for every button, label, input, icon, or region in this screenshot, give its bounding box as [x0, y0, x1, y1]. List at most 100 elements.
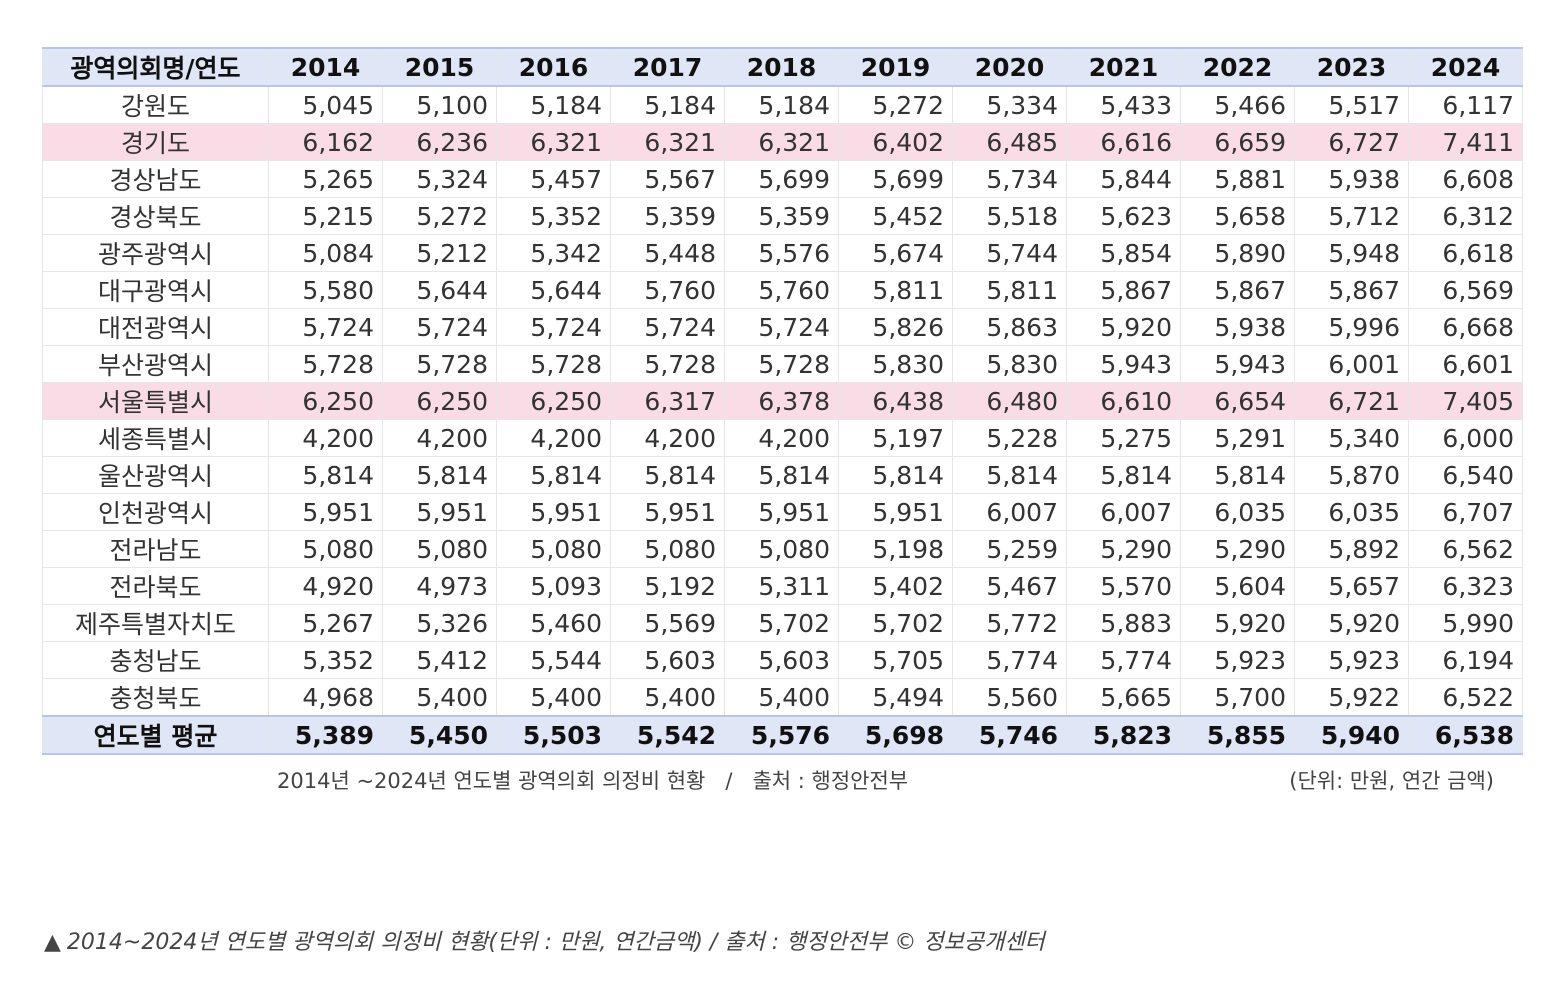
- value-cell: 5,814: [382, 456, 497, 494]
- average-row: 연도별 평균 5,389 5,450 5,503 5,542 5,576 5,698 5,7…: [42, 715, 1523, 755]
- year-header-2016: 2016: [496, 47, 611, 87]
- header-label-cell: 광역의회명/연도: [42, 47, 269, 87]
- region-name-cell: 경기도: [42, 123, 269, 161]
- value-cell: 5,290: [1066, 530, 1181, 568]
- average-value-cell: 5,746: [952, 715, 1067, 755]
- value-cell: 4,200: [610, 419, 725, 457]
- value-cell: 5,943: [1180, 345, 1295, 383]
- value-cell: 5,272: [382, 197, 497, 235]
- table-row: 전라남도 5,080 5,080 5,080 5,080 5,080 5,198 5,259 5…: [42, 530, 1523, 568]
- value-cell: 5,705: [838, 641, 953, 679]
- average-value-cell: 5,389: [268, 715, 383, 755]
- value-cell: 6,194: [1408, 641, 1523, 679]
- value-cell: 5,867: [1180, 271, 1295, 309]
- value-cell: 5,080: [610, 530, 725, 568]
- region-name-cell: 광주광역시: [42, 234, 269, 272]
- value-cell: 5,400: [382, 678, 497, 717]
- value-cell: 5,342: [496, 234, 611, 272]
- value-cell: 5,658: [1180, 197, 1295, 235]
- value-cell: 5,517: [1294, 85, 1409, 124]
- value-cell: 5,923: [1294, 641, 1409, 679]
- value-cell: 6,608: [1408, 160, 1523, 198]
- value-cell: 5,359: [610, 197, 725, 235]
- value-cell: 5,657: [1294, 567, 1409, 605]
- value-cell: 5,080: [268, 530, 383, 568]
- value-cell: 5,448: [610, 234, 725, 272]
- value-cell: 6,000: [1408, 419, 1523, 457]
- value-cell: 5,334: [952, 85, 1067, 124]
- value-cell: 5,359: [724, 197, 839, 235]
- value-cell: 5,570: [1066, 567, 1181, 605]
- year-header-2017: 2017: [610, 47, 725, 87]
- value-cell: 6,250: [268, 382, 383, 420]
- value-cell: 5,814: [1180, 456, 1295, 494]
- value-cell: 5,080: [496, 530, 611, 568]
- value-cell: 5,198: [838, 530, 953, 568]
- value-cell: 6,540: [1408, 456, 1523, 494]
- value-cell: 6,162: [268, 123, 383, 161]
- value-cell: 5,724: [724, 308, 839, 346]
- table-row: 충청북도 4,968 5,400 5,400 5,400 5,400 5,494 5,560 5…: [42, 678, 1523, 717]
- value-cell: 5,760: [724, 271, 839, 309]
- average-value-cell: 5,855: [1180, 715, 1295, 755]
- year-header-2020: 2020: [952, 47, 1067, 87]
- region-name-cell: 대구광역시: [42, 271, 269, 309]
- value-cell: 6,402: [838, 123, 953, 161]
- value-cell: 6,001: [1294, 345, 1409, 383]
- average-value-cell: 5,576: [724, 715, 839, 755]
- value-cell: 5,724: [496, 308, 611, 346]
- value-cell: 5,212: [382, 234, 497, 272]
- value-cell: 5,724: [610, 308, 725, 346]
- table-header-row: 광역의회명/연도 2014 2015 2016 2017 2018 2019 2020 202…: [42, 47, 1523, 87]
- table-row: 대구광역시 5,580 5,644 5,644 5,760 5,760 5,811 5,811…: [42, 271, 1523, 309]
- table-row: 경상북도 5,215 5,272 5,352 5,359 5,359 5,452 5,518 5…: [42, 197, 1523, 235]
- value-cell: 5,938: [1294, 160, 1409, 198]
- region-name-cell: 경상북도: [42, 197, 269, 235]
- value-cell: 5,576: [724, 234, 839, 272]
- value-cell: 5,734: [952, 160, 1067, 198]
- value-cell: 5,665: [1066, 678, 1181, 717]
- table-row: 대전광역시 5,724 5,724 5,724 5,724 5,724 5,826 5,863…: [42, 308, 1523, 346]
- value-cell: 6,616: [1066, 123, 1181, 161]
- value-cell: 5,724: [382, 308, 497, 346]
- value-cell: 4,200: [382, 419, 497, 457]
- value-cell: 5,265: [268, 160, 383, 198]
- value-cell: 5,938: [1180, 308, 1295, 346]
- stipend-table-wrapper: 광역의회명/연도 2014 2015 2016 2017 2018 2019 2020 202…: [42, 47, 1523, 755]
- value-cell: 5,814: [268, 456, 383, 494]
- value-cell: 6,007: [952, 493, 1067, 531]
- value-cell: 5,728: [724, 345, 839, 383]
- value-cell: 5,760: [610, 271, 725, 309]
- table-row: 울산광역시 5,814 5,814 5,814 5,814 5,814 5,814 5,814…: [42, 456, 1523, 494]
- value-cell: 5,352: [496, 197, 611, 235]
- value-cell: 5,772: [952, 604, 1067, 642]
- average-value-cell: 5,503: [496, 715, 611, 755]
- year-header-2019: 2019: [838, 47, 953, 87]
- value-cell: 6,485: [952, 123, 1067, 161]
- value-cell: 5,452: [838, 197, 953, 235]
- table-body: 강원도 5,045 5,100 5,184 5,184 5,184 5,272 5,334 5,…: [42, 85, 1523, 717]
- value-cell: 5,400: [496, 678, 611, 717]
- value-cell: 5,228: [952, 419, 1067, 457]
- value-cell: 5,811: [838, 271, 953, 309]
- value-cell: 6,321: [610, 123, 725, 161]
- value-cell: 4,200: [268, 419, 383, 457]
- value-cell: 5,644: [382, 271, 497, 309]
- value-cell: 5,728: [268, 345, 383, 383]
- value-cell: 5,923: [1180, 641, 1295, 679]
- region-name-cell: 인천광역시: [42, 493, 269, 531]
- value-cell: 6,317: [610, 382, 725, 420]
- value-cell: 5,814: [838, 456, 953, 494]
- value-cell: 5,603: [724, 641, 839, 679]
- value-cell: 6,321: [724, 123, 839, 161]
- year-header-2023: 2023: [1294, 47, 1409, 87]
- region-name-cell: 제주특별자치도: [42, 604, 269, 642]
- table-row: 세종특별시 4,200 4,200 4,200 4,200 4,200 5,197 5,228…: [42, 419, 1523, 457]
- value-cell: 5,867: [1294, 271, 1409, 309]
- value-cell: 5,467: [952, 567, 1067, 605]
- value-cell: 5,184: [724, 85, 839, 124]
- value-cell: 5,544: [496, 641, 611, 679]
- value-cell: 5,412: [382, 641, 497, 679]
- value-cell: 5,674: [838, 234, 953, 272]
- value-cell: 5,604: [1180, 567, 1295, 605]
